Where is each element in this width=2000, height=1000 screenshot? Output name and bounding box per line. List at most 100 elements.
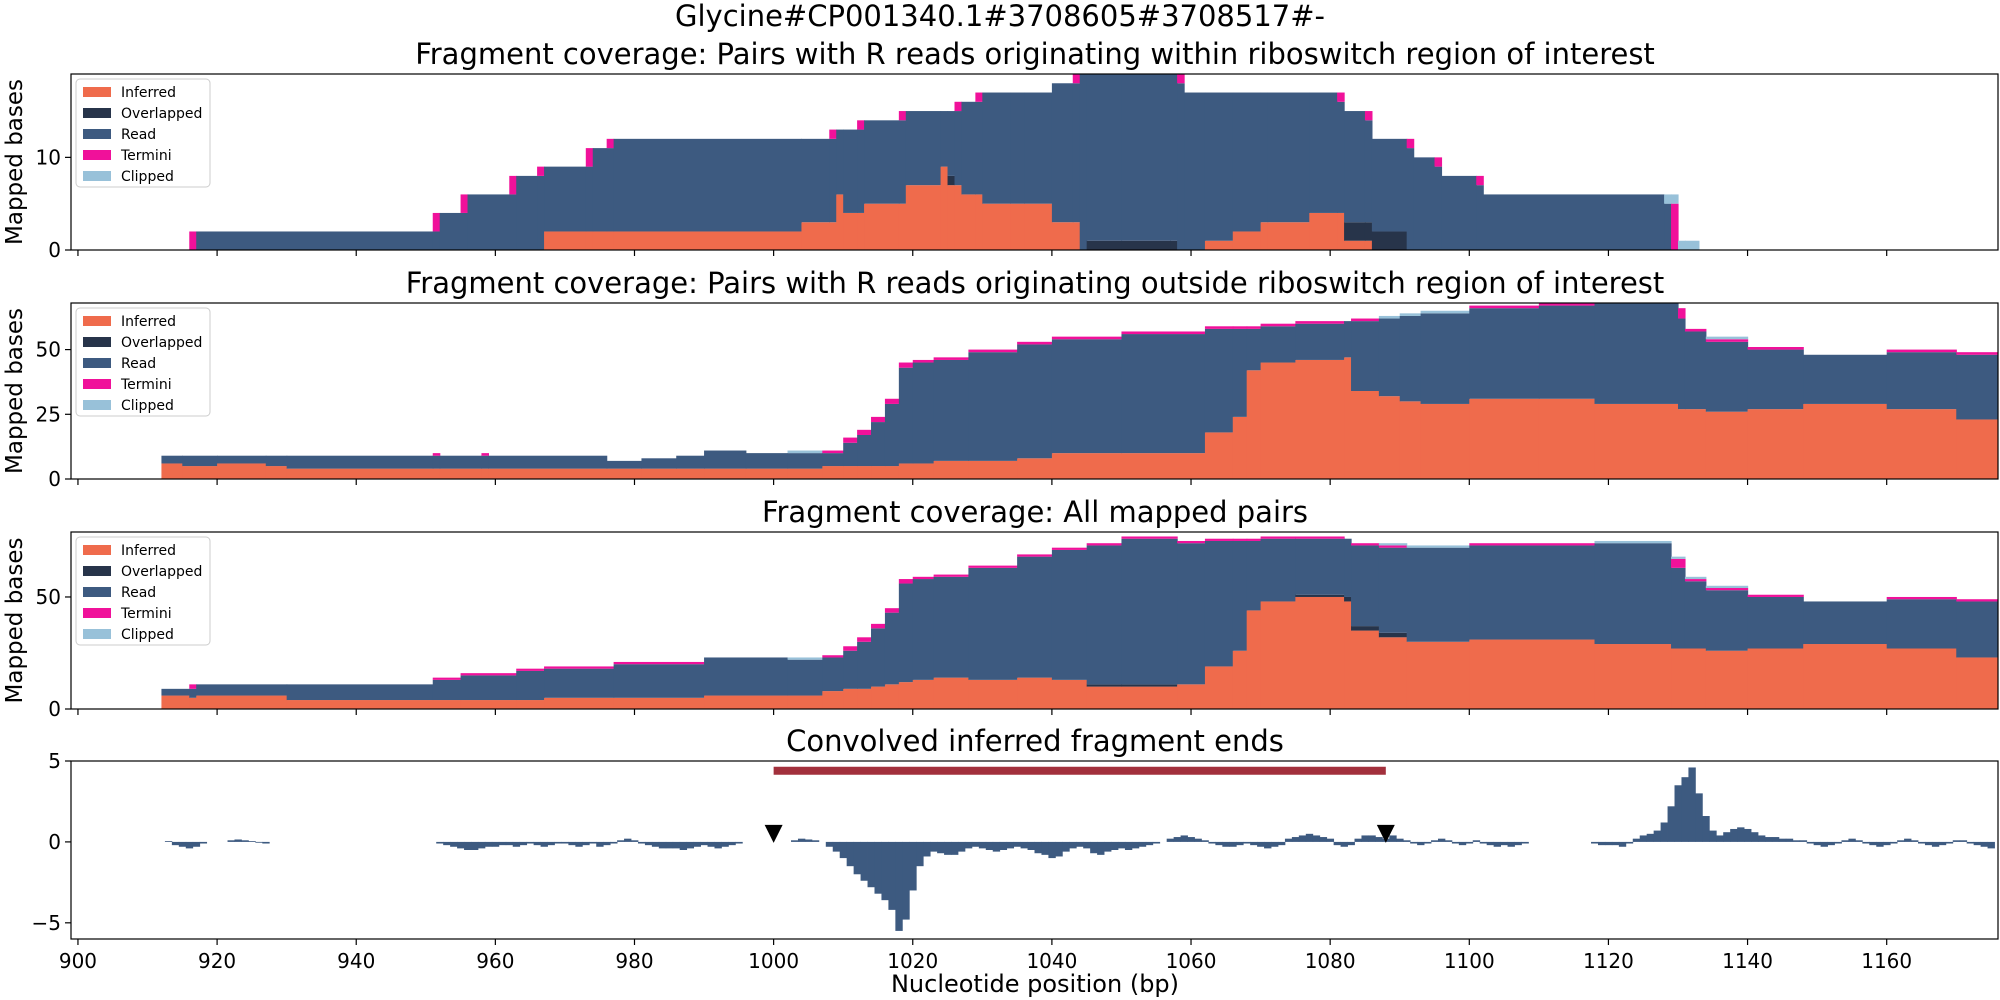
coverage-bar-inferred — [898, 682, 914, 709]
legend-label-read: Read — [121, 585, 156, 601]
convolved-bar — [665, 841, 674, 849]
convolved-bar — [679, 841, 688, 850]
coverage-bar-read — [592, 148, 608, 232]
coverage-bar-inferred — [1232, 231, 1262, 250]
coverage-bar-inferred — [1747, 648, 1804, 709]
coverage-bar-termini — [509, 175, 517, 195]
convolved-bar — [881, 841, 889, 901]
coverage-bar-overlapped — [1086, 684, 1123, 687]
coverage-bar-read — [460, 212, 469, 250]
convolved-bar — [1757, 835, 1766, 842]
coverage-bar-clipped — [787, 657, 823, 660]
coverage-bar-inferred — [606, 231, 615, 250]
coverage-bar-termini — [432, 212, 441, 232]
convolved-bar — [1695, 793, 1703, 842]
convolved-bar — [1152, 841, 1161, 844]
coverage-bar-read — [439, 212, 462, 250]
coverage-bar-read — [857, 641, 872, 689]
legend-swatch-overlapped — [83, 108, 111, 118]
convolved-bar — [1006, 841, 1015, 849]
convolved-bar — [1312, 835, 1321, 842]
coverage-bar-inferred — [1671, 648, 1686, 709]
coverage-bar-read — [432, 231, 441, 250]
legend: Inferred Overlapped Read Termini Clipped — [75, 78, 211, 188]
coverage-bar-read — [488, 455, 608, 469]
coverage-bar-read — [1086, 74, 1123, 241]
convolved-bar — [248, 841, 256, 842]
coverage-bar-inferred — [1378, 396, 1401, 479]
coverage-bar-termini — [857, 120, 865, 130]
panels-group: 0 10 Fragment coverage: Pairs with R reads… — [2, 37, 1999, 973]
coverage-bar-read — [1420, 313, 1470, 404]
legend-label-clipped: Clipped — [121, 398, 174, 414]
legend-swatch-clipped — [83, 400, 111, 410]
coverage-bar-inferred — [196, 695, 288, 709]
convolved-bar — [1876, 841, 1884, 847]
coverage-bar-inferred — [843, 212, 858, 250]
convolved-bar — [1138, 841, 1147, 847]
coverage-bar-inferred — [1351, 630, 1380, 709]
coverage-bar-read — [801, 138, 830, 223]
convolved-bar — [185, 841, 194, 849]
coverage-bar-inferred — [1051, 453, 1123, 479]
coverage-bar-read — [829, 138, 837, 223]
coverage-bar-termini — [189, 684, 197, 689]
convolved-bar — [1507, 841, 1515, 847]
convolved-bar — [1437, 838, 1446, 842]
coverage-bar-termini — [1017, 341, 1053, 345]
convolved-bar — [1013, 841, 1021, 847]
coverage-bar-inferred — [968, 679, 1018, 709]
coverage-bar-termini — [843, 646, 858, 651]
convolved-bar — [951, 841, 959, 855]
coverage-bar-termini — [1232, 538, 1248, 541]
convolved-bar — [1834, 841, 1842, 844]
coverage-bar-termini — [1671, 558, 1686, 568]
convolved-bar — [1883, 841, 1891, 846]
coverage-bar-termini — [1886, 349, 1957, 353]
coverage-bar-inferred — [912, 679, 935, 709]
x-axis-label: Nucleotide position (bp) — [891, 970, 1179, 998]
coverage-bar-inferred — [592, 231, 608, 250]
x-tick-label: 1120 — [1583, 949, 1634, 973]
coverage-bar-read — [905, 111, 942, 186]
convolved-bar — [1048, 841, 1056, 859]
panel-4: 900 920 940 960 980 1000 1020 1040 1060 1080 1100 1… — [32, 724, 1999, 973]
convolved-bar — [561, 841, 569, 844]
convolved-bar — [1208, 841, 1216, 844]
coverage-bar-read — [1079, 74, 1088, 250]
convolved-bar — [672, 841, 681, 849]
coverage-bar-termini — [1406, 138, 1415, 149]
convolved-bar — [554, 841, 562, 844]
coverage-bar-read — [1309, 92, 1338, 213]
coverage-bar-inferred — [968, 460, 1018, 479]
convolved-bar — [1027, 841, 1035, 850]
convolved-bar — [1723, 832, 1731, 842]
coverage-bar-read — [1072, 83, 1081, 223]
convolved-bar — [923, 841, 931, 857]
coverage-bar-termini — [1295, 321, 1345, 324]
convolved-bar — [443, 841, 451, 846]
coverage-bar-read — [1434, 166, 1443, 250]
coverage-bar-inferred — [676, 468, 705, 479]
coverage-bar-clipped — [1671, 194, 1679, 204]
convolved-bar — [1417, 841, 1425, 846]
coverage-bar-inferred — [1017, 458, 1053, 479]
coverage-bar-inferred — [912, 463, 935, 479]
convolved-bar — [1291, 837, 1300, 842]
coverage-bar-clipped — [1684, 576, 1707, 580]
coverage-bar-inferred — [843, 688, 858, 709]
convolved-bar — [1931, 841, 1940, 847]
y-tick-label: 0 — [48, 697, 61, 721]
convolved-bar — [1229, 841, 1237, 847]
x-tick-label: 1000 — [748, 949, 799, 973]
convolved-bar — [1890, 841, 1898, 844]
convolved-bar — [1688, 767, 1696, 842]
convolved-bar — [1820, 841, 1828, 847]
y-tick-label: 50 — [36, 585, 61, 609]
coverage-bar-termini — [1351, 318, 1380, 322]
convolved-bar — [693, 841, 701, 847]
coverage-bar-inferred — [1406, 641, 1470, 709]
legend: Inferred Overlapped Read Termini Clipped — [75, 307, 211, 417]
panel-3: 0 50 Fragment coverage: All mapped pairs Ma… — [2, 495, 1999, 721]
panel-1: 0 10 Fragment coverage: Pairs with R reads… — [2, 37, 1999, 262]
